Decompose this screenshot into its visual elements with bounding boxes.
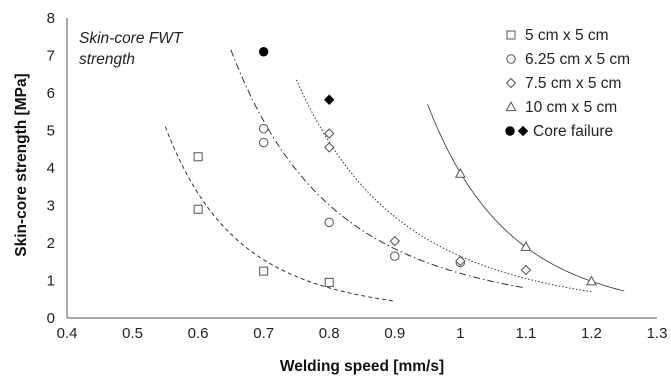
tick-labels: 0.4 0.5 0.6 0.7 0.8 0.9 1 1.1 1.2 1.3 0 1 2 3 4 5 6 7 8: [47, 10, 668, 342]
data-point: [586, 275, 597, 286]
y-tick-label: 4: [47, 160, 55, 177]
legend-marker: [517, 125, 529, 137]
x-tick-label: 0.7: [253, 325, 274, 342]
inset-label-line-2: strength: [79, 51, 135, 68]
core-failure-point: [258, 47, 269, 57]
data-point: [324, 277, 334, 287]
data-point: [324, 142, 335, 153]
data-point: [259, 266, 269, 276]
x-tick-label: 1.3: [647, 325, 668, 342]
data-point: [324, 217, 334, 228]
x-tick-label: 1.2: [581, 325, 602, 342]
x-tick-label: 1.1: [515, 325, 536, 342]
data-point: [520, 264, 532, 276]
y-tick-label: 3: [47, 198, 55, 215]
x-axis-title: Welding speed [mm/s]: [280, 358, 444, 375]
data-point: [455, 255, 466, 267]
data-point: [193, 152, 203, 162]
x-tick-label: 0.6: [188, 325, 209, 342]
y-axis-title: Skin-core strength [MPa]: [13, 73, 30, 256]
legend-label: 5 cm x 5 cm: [525, 27, 609, 44]
inset-label-line-1: Skin-core FWT: [79, 30, 184, 47]
legend-label: 7.5 cm x 5 cm: [525, 75, 621, 92]
legend-label: Core failure: [533, 123, 613, 140]
trendline: [295, 79, 592, 293]
legend-label: 6.25 cm x 5 cm: [525, 51, 630, 68]
data-point: [520, 240, 532, 251]
legend-label: 10 cm x 5 cm: [525, 99, 617, 116]
y-tick-label: 2: [47, 235, 55, 252]
legend-marker: [506, 54, 516, 64]
trendline: [230, 49, 526, 289]
y-tick-label: 8: [47, 10, 55, 27]
y-tick-label: 0: [47, 310, 55, 327]
x-tick-label: 0.8: [319, 325, 340, 342]
data-point: [258, 123, 269, 134]
y-tick-label: 5: [47, 123, 55, 140]
y-tick-label: 6: [47, 85, 55, 102]
x-tick-label: 0.4: [57, 325, 78, 342]
data-point: [389, 235, 400, 247]
x-tick-label: 0.5: [122, 325, 143, 342]
legend-marker: [506, 30, 516, 40]
y-tick-label: 7: [47, 48, 55, 65]
data-point: [324, 128, 335, 139]
core-failure-point: [324, 94, 335, 105]
legend-marker: [505, 77, 517, 89]
legend-marker: [505, 101, 517, 112]
trendline: [164, 126, 395, 302]
y-tick-label: 1: [47, 273, 55, 290]
data-point: [193, 204, 203, 214]
axes: [66, 18, 657, 319]
data-point: [258, 137, 269, 148]
data-point: [390, 251, 400, 261]
x-tick-label: 1: [456, 325, 464, 342]
data-point: [454, 167, 466, 178]
legend-marker: [505, 126, 515, 136]
legend: 5 cm x 5 cm 6.25 cm x 5 cm 7.5 cm x 5 cm 10…: [505, 27, 630, 140]
x-tick-label: 0.9: [384, 325, 405, 342]
data-markers: [193, 47, 597, 287]
